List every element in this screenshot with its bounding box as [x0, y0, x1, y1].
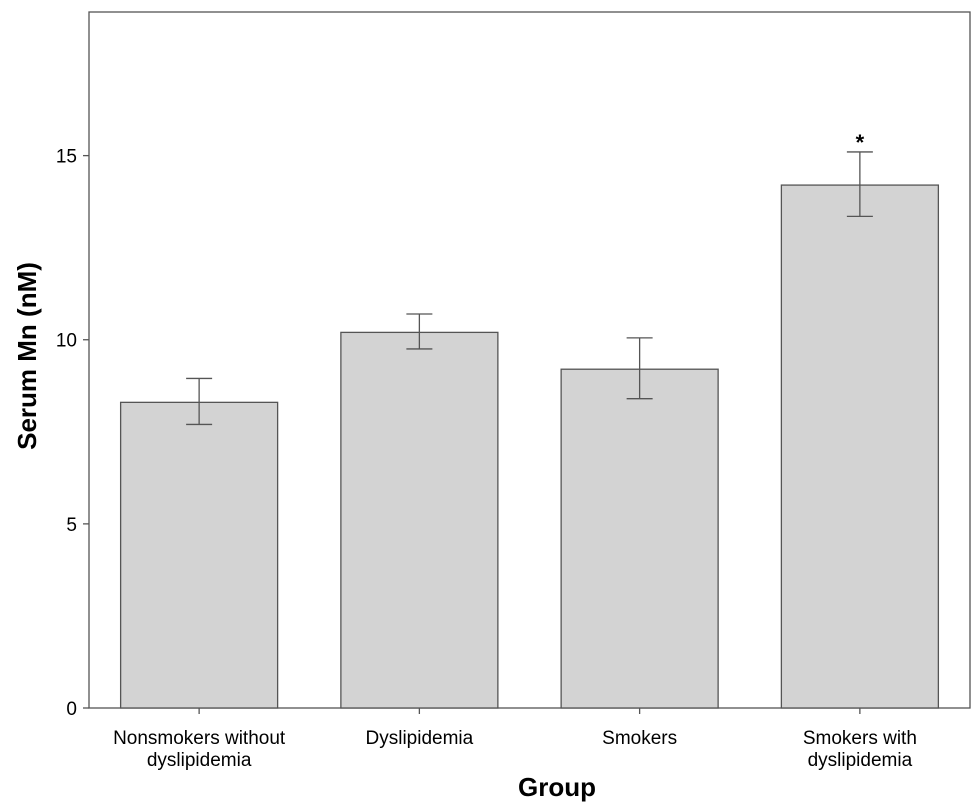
bar [780, 184, 940, 709]
x-tick-label: Smokers with dyslipidemia [803, 728, 917, 771]
y-tick-label: 5 [66, 515, 77, 536]
bars [119, 184, 940, 709]
y-tick-label: 10 [56, 331, 77, 352]
bar [340, 331, 499, 709]
x-axis: Nonsmokers without dyslipidemia Dyslipidem… [113, 708, 917, 771]
y-tick-label: 0 [66, 699, 77, 720]
significance-marker: * [856, 130, 865, 155]
plot-frame [88, 11, 971, 709]
bar [119, 401, 279, 709]
x-axis-title: Group [518, 772, 596, 802]
x-tick-label: Smokers [602, 728, 677, 749]
x-tick-label: Dyslipidemia [366, 728, 474, 749]
y-tick-label: 15 [56, 147, 77, 168]
plot-border [88, 11, 971, 709]
error-bars [186, 151, 873, 426]
bar [560, 368, 719, 709]
y-axis-title: Serum Mn (nM) [12, 262, 42, 450]
y-axis: 0 5 10 15 [56, 147, 89, 720]
x-tick-label: Nonsmokers without dyslipidemia [113, 728, 286, 771]
annotations: * [856, 130, 865, 155]
